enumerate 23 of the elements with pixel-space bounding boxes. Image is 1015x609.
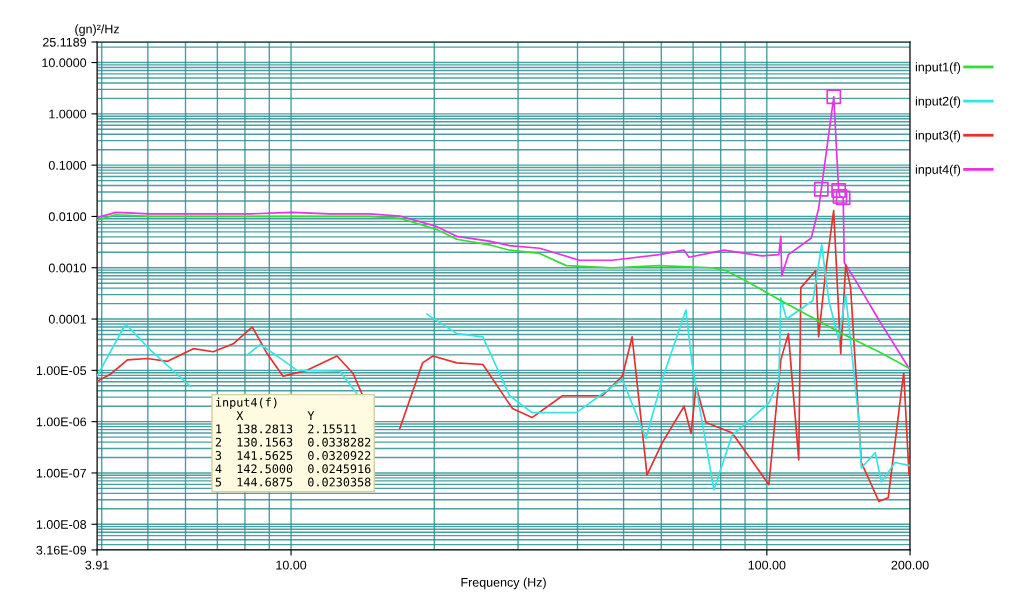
x-axis-title: Frequency (Hz) xyxy=(461,577,546,590)
legend-label: input2(f) xyxy=(915,96,961,109)
y-tick-label: 1.0000 xyxy=(49,109,87,119)
y-tick-label: 25.1189 xyxy=(42,37,87,47)
legend-label: input3(f) xyxy=(915,130,961,143)
y-tick-label: 1.00E-08 xyxy=(36,520,87,529)
x-tick-label: 3.91 xyxy=(85,560,109,570)
y-tick-label: 0.0100 xyxy=(48,212,87,222)
y-axis-title: (gn)²/Hz xyxy=(75,24,119,36)
y-tick-label: 10.0000 xyxy=(42,58,87,68)
y-tick-label: 0.0001 xyxy=(48,314,87,324)
legend-label: input4(f) xyxy=(915,164,961,177)
annotation: input4(f) X Y 1 138.2813 2.15511 2 130.1563 0.0338282 3 141.5625 0.0320922 4 142.5000 0.0245916 5 144.6875 0.0230358 xyxy=(215,397,371,487)
x-tick-label: 100.00 xyxy=(748,560,786,570)
y-tick-label: 1.00E-06 xyxy=(36,417,87,427)
x-tick-label: 200.00 xyxy=(891,560,929,570)
x-tick-label: 10.00 xyxy=(276,560,307,570)
y-tick-label: 0.0010 xyxy=(48,263,87,273)
y-tick-label: 1.00E-07 xyxy=(36,468,86,478)
y-tick-label: 3.16E-09 xyxy=(36,545,87,555)
y-tick-label: 0.1000 xyxy=(48,160,87,170)
legend-label: input1(f) xyxy=(915,62,961,74)
y-tick-label: 1.00E-05 xyxy=(36,366,87,376)
